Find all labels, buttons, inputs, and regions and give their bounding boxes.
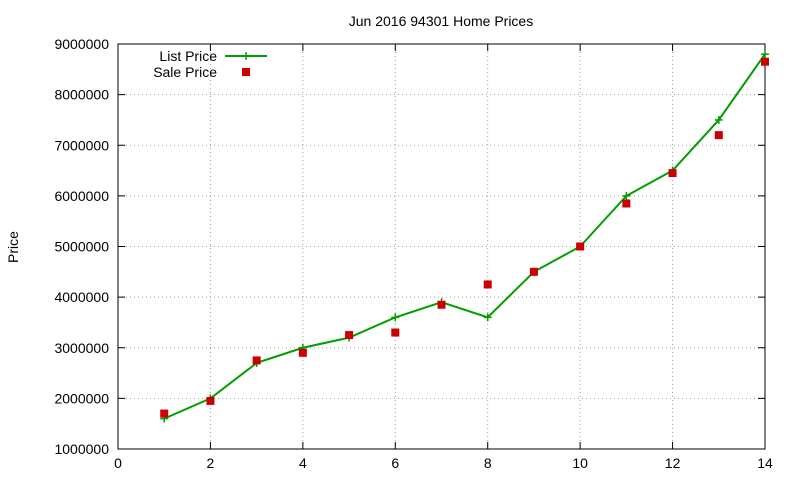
y-tick-label: 1000000 [54,441,109,457]
y-tick-label: 5000000 [54,239,109,255]
plot-frame [117,43,766,450]
x-tick-label: 8 [484,455,492,471]
x-tick-label: 10 [572,455,588,471]
x-tick-label: 4 [299,455,307,471]
sale-price-point [298,348,307,357]
y-tick-label: 3000000 [54,340,109,356]
y-tick-label: 4000000 [54,289,109,305]
y-tick-label: 2000000 [54,390,109,406]
sale-price-point [622,199,631,208]
sale-price-point [345,331,354,340]
axis-ticks: 1000000 2000000 3000000 4000000 5000000 60000… [54,36,773,471]
sale-price-point [668,169,677,178]
sale-price-point [529,267,538,276]
x-tick-label: 2 [207,455,215,471]
sale-price-point [714,131,723,140]
legend-label: List Price [159,48,217,64]
y-tick-label: 6000000 [54,188,109,204]
list-price-line [163,53,766,420]
x-tick-label: 0 [114,455,122,471]
series-layer [160,50,769,423]
sale-price-point [483,280,492,289]
y-tick-label: 9000000 [54,36,109,52]
series-sale-price [160,57,769,418]
sale-price-point [160,409,169,418]
sale-price-point [206,396,215,405]
sale-price-point [252,356,261,365]
sale-price-point [437,300,446,309]
x-tick-label: 14 [757,455,773,471]
y-tick-label: 7000000 [54,137,109,153]
grid-lines [118,44,765,449]
chart-title: Jun 2016 94301 Home Prices [349,13,533,29]
legend-label: Sale Price [153,64,217,80]
sale-price-point [576,242,585,251]
legend-marker [242,68,250,76]
x-tick-label: 6 [391,455,399,471]
series-list-price [160,50,769,423]
y-tick-label: 8000000 [54,87,109,103]
sale-price-point [761,57,769,66]
sale-price-point [391,328,400,337]
x-tick-label: 12 [665,455,681,471]
y-axis-label: Price [5,231,21,263]
